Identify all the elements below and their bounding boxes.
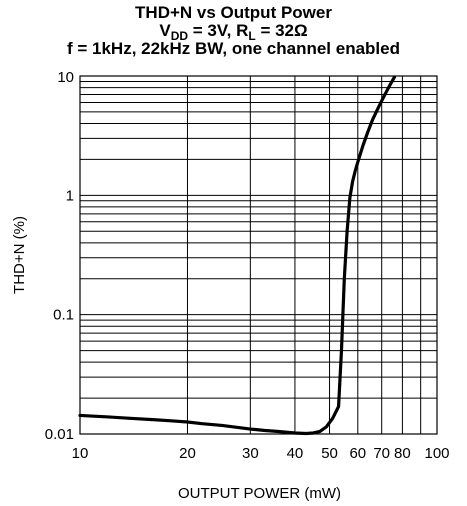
y-tick-label: 1	[66, 187, 74, 204]
x-tick-label: 40	[287, 445, 304, 462]
x-tick-label: 10	[72, 445, 89, 462]
x-axis-label: OUTPUT POWER (mW)	[178, 485, 341, 502]
vdd-symbol: V	[159, 21, 171, 40]
chart-subtitle-test-conditions: f = 1kHz, 22kHz BW, one channel enabled	[66, 39, 400, 58]
y-tick-label: 10	[57, 69, 74, 86]
series-line-thd-n	[78, 75, 397, 436]
rl-subscript: L	[248, 29, 256, 43]
chart-subtitle-conditions: VDD = 3V, RL = 32Ω	[0, 21, 467, 42]
vdd-subscript: DD	[170, 29, 189, 43]
plot-frame	[79, 75, 438, 435]
x-tick-label: 50	[321, 445, 338, 462]
x-tick-label: 80	[394, 445, 411, 462]
y-tick-label: 0.1	[53, 307, 74, 324]
chart-title: THD+N vs Output Power	[135, 3, 332, 22]
x-tick-label: 20	[179, 445, 196, 462]
x-tick-label: 30	[242, 445, 259, 462]
y-tick-label: 0.01	[45, 426, 74, 443]
x-tick-label: 100	[424, 445, 449, 462]
rl-value: = 32Ω	[255, 21, 308, 40]
y-axis-label: THD+N (%)	[11, 216, 28, 294]
x-tick-label: 70	[373, 445, 390, 462]
x-tick-label: 60	[349, 445, 366, 462]
vdd-value-rl-symbol: = 3V, R	[188, 21, 249, 40]
